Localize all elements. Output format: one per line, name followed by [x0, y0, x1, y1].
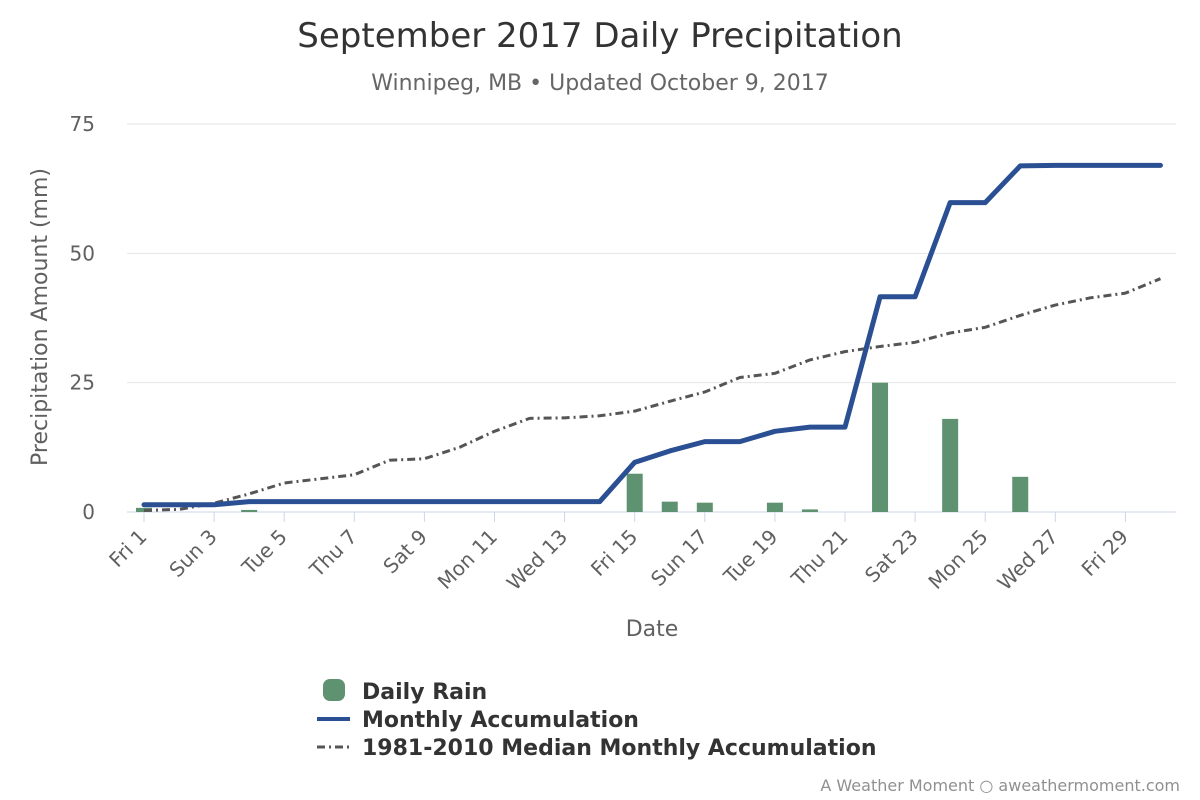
legend-item-daily-rain[interactable]: Daily Rain	[323, 679, 487, 705]
x-tick-label: Thu 7	[304, 525, 362, 583]
y-axis-title: Precipitation Amount (mm)	[28, 168, 53, 466]
x-tick-label: Mon 11	[433, 525, 502, 594]
y-tick-label: 0	[82, 500, 95, 524]
x-axis-title: Date	[626, 617, 679, 642]
daily-rain-bar[interactable]	[801, 509, 818, 512]
x-tick-label: Fri 29	[1077, 525, 1133, 581]
daily-rain-bar[interactable]	[626, 473, 643, 512]
x-tick-label: Mon 25	[923, 525, 992, 594]
chart-subtitle: Winnipeg, MB • Updated October 9, 2017	[371, 71, 829, 96]
x-tick-label: Wed 13	[502, 525, 572, 595]
legend-label-daily-rain: Daily Rain	[362, 680, 487, 705]
daily-rain-bar[interactable]	[241, 509, 258, 512]
monthly-accumulation-line[interactable]	[141, 162, 1163, 508]
x-tick-label: Fri 15	[586, 525, 642, 581]
y-tick-label: 75	[70, 112, 95, 136]
y-tick-label: 50	[70, 241, 95, 265]
legend-item-median-accumulation[interactable]: 1981-2010 Median Monthly Accumulation	[317, 736, 877, 761]
x-tick-label: Fri 1	[104, 525, 151, 572]
legend-label-monthly-accumulation: Monthly Accumulation	[362, 708, 639, 733]
x-tick-label: Sat 23	[860, 525, 923, 588]
legend: Daily Rain Monthly Accumulation 1981-201…	[317, 679, 877, 761]
x-axis-tick-labels: Fri 1 Sun 3 Tue 5 Thu 7 Sat 9 Mon 11 Wed 13 Fri…	[104, 525, 1133, 595]
x-tick-label: Wed 27	[993, 525, 1063, 595]
daily-rain-bar[interactable]	[766, 502, 783, 512]
x-tick-label: Tue 19	[718, 525, 782, 589]
x-tick-label: Tue 5	[236, 525, 291, 580]
grid-lines	[127, 123, 1176, 384]
daily-rain-bar[interactable]	[661, 501, 678, 512]
daily-rain-bar[interactable]	[942, 418, 959, 512]
legend-label-median-accumulation: 1981-2010 Median Monthly Accumulation	[362, 736, 877, 761]
daily-rain-bars	[136, 382, 1029, 512]
legend-swatch-daily-rain	[323, 679, 345, 701]
median-accumulation-line[interactable]	[143, 277, 1162, 512]
credit-text[interactable]: A Weather Moment ○ aweathermoment.com	[820, 776, 1180, 795]
y-axis-tick-labels: 0 25 50 75	[70, 112, 95, 524]
x-tick-label: Sat 9	[378, 525, 432, 579]
series-lines	[141, 162, 1163, 512]
x-tick-label: Thu 21	[786, 525, 853, 592]
y-tick-label: 25	[70, 371, 95, 395]
daily-rain-bar[interactable]	[696, 502, 713, 512]
chart-title: September 2017 Daily Precipitation	[297, 16, 902, 56]
x-tick-label: Sun 17	[646, 525, 712, 591]
daily-rain-bar[interactable]	[872, 382, 889, 512]
daily-rain-bar[interactable]	[1012, 476, 1029, 512]
x-tick-label: Sun 3	[164, 525, 221, 582]
x-axis	[127, 511, 1176, 522]
legend-item-monthly-accumulation[interactable]: Monthly Accumulation	[317, 708, 639, 733]
